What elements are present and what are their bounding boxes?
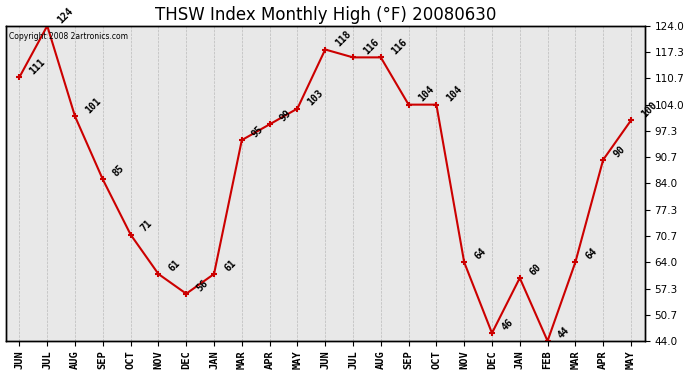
Text: 71: 71 [139,219,155,234]
Text: 44: 44 [556,325,571,340]
Text: 99: 99 [278,108,293,123]
Text: 56: 56 [195,278,210,293]
Text: 100: 100 [639,100,659,120]
Text: Copyright 2008 2artronics.com: Copyright 2008 2artronics.com [9,32,128,41]
Text: 103: 103 [306,88,325,108]
Text: 64: 64 [584,246,599,261]
Text: 104: 104 [445,84,464,104]
Text: 116: 116 [389,37,408,57]
Text: 46: 46 [500,317,515,332]
Text: 90: 90 [611,144,627,159]
Text: 111: 111 [28,57,48,76]
Text: 95: 95 [250,124,266,140]
Text: 124: 124 [56,6,75,25]
Text: 104: 104 [417,84,437,104]
Text: 61: 61 [222,258,238,273]
Text: 60: 60 [528,262,544,277]
Title: THSW Index Monthly High (°F) 20080630: THSW Index Monthly High (°F) 20080630 [155,6,496,24]
Text: 116: 116 [362,37,381,57]
Text: 118: 118 [333,29,353,49]
Text: 64: 64 [473,246,488,261]
Text: 61: 61 [167,258,182,273]
Text: 101: 101 [83,96,103,116]
Text: 85: 85 [111,164,126,179]
